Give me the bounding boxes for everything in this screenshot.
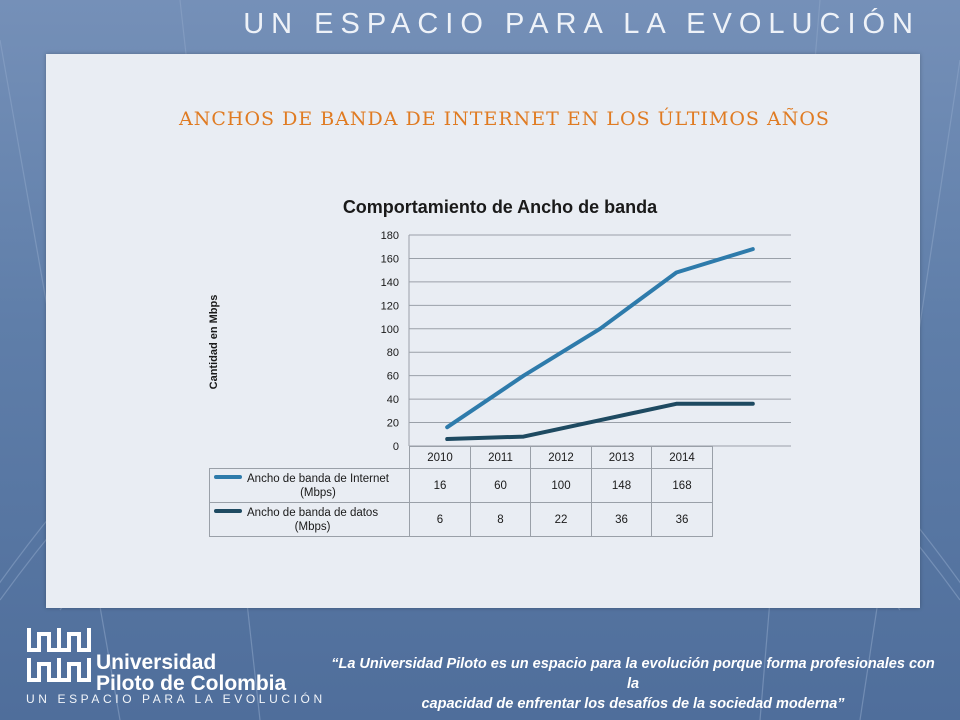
- y-tick-label: 160: [381, 253, 399, 265]
- footer-quote: “La Universidad Piloto es un espacio par…: [331, 656, 935, 712]
- y-tick-label: 60: [387, 371, 399, 383]
- table-cell-value: 60: [470, 468, 531, 503]
- chart-title: Comportamiento de Ancho de banda: [342, 197, 658, 217]
- table-cell-value: 148: [591, 468, 652, 503]
- legend-entry-datos: Ancho de banda de datos (Mbps): [209, 502, 410, 537]
- legend-entry-internet: Ancho de banda de Internet (Mbps): [209, 468, 410, 503]
- table-cell-value: 22: [530, 502, 592, 537]
- table-header-row: 2010 2011 2012 2013 2014: [209, 446, 713, 469]
- table-cell-value: 100: [530, 468, 592, 503]
- y-tick-label: 180: [381, 230, 399, 242]
- series-label: Ancho de banda de datos (Mbps): [247, 506, 379, 533]
- y-tick-label: 20: [387, 418, 399, 430]
- table-row: Ancho de banda de datos (Mbps) 6 8 22 36 …: [209, 502, 713, 537]
- legend-key-internet: [214, 475, 242, 480]
- y-tick-label: 80: [387, 347, 399, 359]
- series-line-datos: [445, 401, 755, 441]
- y-tick-label: 40: [387, 394, 399, 406]
- x-tick-label: 2010: [409, 446, 471, 469]
- slide-title: ANCHOS DE BANDA DE INTERNET EN LOS ÚLTIM…: [179, 108, 830, 130]
- university-name: Universidad Piloto de Colombia: [96, 651, 287, 695]
- header-slogan: UN ESPACIO PARA LA EVOLUCIÓN: [243, 8, 920, 40]
- table-cell-value: 8: [470, 502, 531, 537]
- y-tick-label: 140: [381, 277, 399, 289]
- series-label: Ancho de banda de Internet (Mbps): [247, 472, 389, 499]
- table-cell-value: 36: [651, 502, 713, 537]
- y-tick-label: 100: [381, 324, 399, 336]
- x-tick-label: 2013: [591, 446, 652, 469]
- footer: Universidad Piloto de Colombia UN ESPACI…: [0, 612, 960, 720]
- logo-tagline: UN ESPACIO PARA LA EVOLUCIÓN: [26, 692, 326, 706]
- chart-data-table: 2010 2011 2012 2013 2014 Ancho de banda …: [209, 446, 713, 537]
- university-logo-icon: [27, 628, 91, 682]
- x-tick-label: 2012: [530, 446, 592, 469]
- table-cell-value: 168: [651, 468, 713, 503]
- x-tick-label: 2014: [651, 446, 713, 469]
- table-cell-value: 36: [591, 502, 652, 537]
- series-line-internet: [445, 247, 755, 430]
- x-tick-label: 2011: [470, 446, 531, 469]
- legend-key-datos: [214, 509, 242, 514]
- y-tick-label: 120: [381, 300, 399, 312]
- table-row: Ancho de banda de Internet (Mbps) 16 60 1…: [209, 468, 713, 503]
- table-cell-value: 16: [409, 468, 471, 503]
- table-cell-value: 6: [409, 502, 471, 537]
- table-corner: [209, 446, 410, 469]
